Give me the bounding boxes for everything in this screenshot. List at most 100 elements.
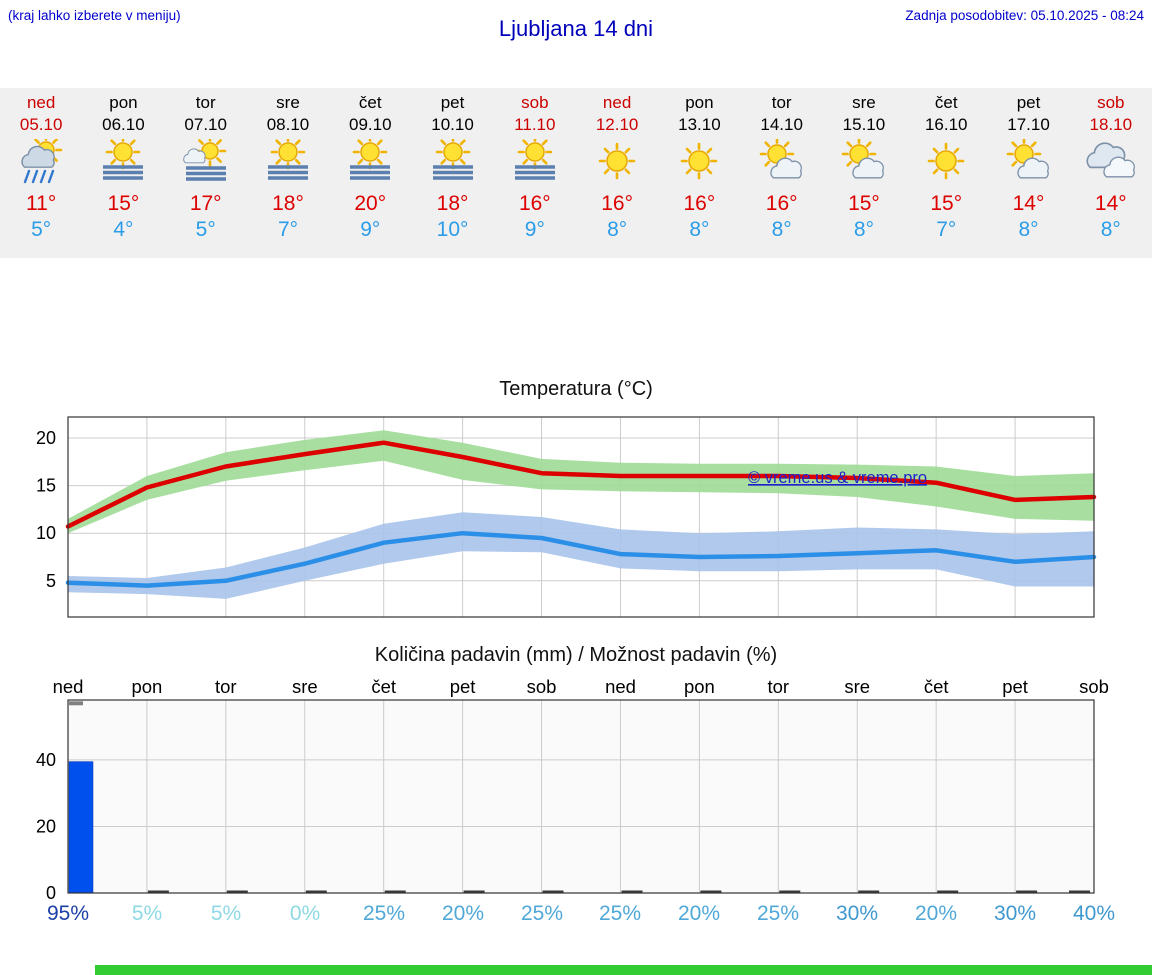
day-date-label: 17.10 xyxy=(1007,115,1050,134)
forecast-day[interactable]: tor 07.10 17° 5° xyxy=(165,88,247,258)
precip-probability-row: 95% 5% 5% 0% 25% 20% 25% 25% 20% 25% 30% 20% 30% 40% xyxy=(0,902,1152,934)
forecast-day[interactable]: sob 11.10 16° 9° xyxy=(494,88,576,258)
forecast-day[interactable]: sre 15.10 15° 8° xyxy=(823,88,905,258)
forecast-day[interactable]: čet 09.10 20° 9° xyxy=(329,88,411,258)
high-temp-label: 16° xyxy=(601,192,633,215)
low-temp-label: 5° xyxy=(31,218,52,241)
day-date-label: 14.10 xyxy=(760,115,803,134)
day-name-label: sre xyxy=(852,93,876,112)
day-date-label: 15.10 xyxy=(842,115,886,134)
svg-text:20: 20 xyxy=(36,428,56,448)
day-date-label: 18.10 xyxy=(1089,115,1133,134)
forecast-day[interactable]: pet 10.10 18° 10° xyxy=(411,88,493,258)
precip-probability: 5% xyxy=(210,902,242,925)
day-name-label: tor xyxy=(195,93,216,112)
forecast-day[interactable]: pon 06.10 15° 4° xyxy=(82,88,164,258)
day-date-label: 05.10 xyxy=(19,115,63,134)
temperature-chart-title: Temperatura (°C) xyxy=(499,378,653,400)
precip-zero-mark xyxy=(384,890,406,893)
low-temp-label: 4° xyxy=(113,218,134,241)
precip-probability: 20% xyxy=(914,902,958,925)
precip-probability: 0% xyxy=(289,902,321,925)
forecast-day[interactable]: tor 14.10 16° 8° xyxy=(741,88,823,258)
precip-probability: 30% xyxy=(993,902,1037,925)
temperature-chart: 5 10 15 20 © vreme.us & vreme.pro xyxy=(36,416,1097,618)
precip-day-label: čet xyxy=(924,676,949,697)
precip-zero-mark xyxy=(542,890,564,893)
day-date-label: 10.10 xyxy=(431,115,474,134)
precip-probability: 25% xyxy=(756,902,800,925)
precip-zero-mark xyxy=(621,890,643,893)
low-temp-label: 8° xyxy=(1100,218,1121,241)
precip-zero-mark xyxy=(1016,890,1038,893)
precip-probability: 20% xyxy=(441,902,485,925)
precip-day-label: čet xyxy=(371,676,396,697)
last-update-label: Zadnja posodobitev: 05.10.2025 - 08:24 xyxy=(905,8,1144,23)
forecast-day[interactable]: sob 18.10 14° 8° xyxy=(1070,88,1152,258)
weather-icon-sun-fog xyxy=(247,136,329,188)
day-date-label: 13.10 xyxy=(678,115,721,134)
forecast-day[interactable]: ned 05.10 11° 5° xyxy=(0,88,82,258)
high-temp-label: 17° xyxy=(189,192,222,215)
high-temp-label: 14° xyxy=(1012,192,1045,215)
day-name-label: pon xyxy=(109,93,138,112)
high-temp-label: 18° xyxy=(436,192,469,215)
forecast-day[interactable]: čet 16.10 15° 7° xyxy=(905,88,987,258)
precip-zero-mark xyxy=(1069,890,1090,893)
page-title: Ljubljana 14 dni xyxy=(498,16,654,41)
high-temp-label: 14° xyxy=(1094,192,1127,215)
forecast-strip: ned 05.10 11° 5° pon 06.10 15° 4° tor 07.1… xyxy=(0,88,1152,258)
low-temp-label: 10° xyxy=(436,218,469,241)
day-date-label: 09.10 xyxy=(348,115,392,134)
forecast-day[interactable]: sre 08.10 18° 7° xyxy=(247,88,329,258)
svg-text:0: 0 xyxy=(46,883,56,903)
precip-zero-mark xyxy=(226,890,248,893)
precip-day-label: pet xyxy=(1002,676,1028,697)
weather-icon-sun-fog xyxy=(411,136,493,188)
low-temp-label: 8° xyxy=(853,218,874,241)
precip-probability: 95% xyxy=(46,902,90,925)
forecast-day[interactable]: pon 13.10 16° 8° xyxy=(658,88,740,258)
day-date-label: 08.10 xyxy=(266,115,310,134)
forecast-day[interactable]: ned 12.10 16° 8° xyxy=(576,88,658,258)
svg-text:15: 15 xyxy=(36,476,56,496)
day-date-label: 06.10 xyxy=(102,115,145,134)
high-temp-label: 15° xyxy=(930,192,963,215)
precip-bar xyxy=(68,761,94,894)
forecast-day[interactable]: pet 17.10 14° 8° xyxy=(987,88,1069,258)
weather-icon-sun xyxy=(905,136,987,188)
svg-text:40: 40 xyxy=(36,750,56,770)
precip-zero-mark xyxy=(147,890,169,893)
precip-probability: 20% xyxy=(677,902,721,925)
weather-icon-sun xyxy=(658,136,740,188)
precip-probability: 30% xyxy=(835,902,879,925)
day-date-label: 07.10 xyxy=(184,115,227,134)
high-temp-label: 18° xyxy=(272,192,304,215)
low-temp-label: 8° xyxy=(1018,218,1039,241)
day-name-label: tor xyxy=(771,93,792,112)
day-name-label: ned xyxy=(602,93,632,112)
day-name-label: ned xyxy=(26,93,56,112)
precip-day-label: pon xyxy=(131,676,162,697)
menu-hint[interactable]: (kraj lahko izberete v meniju) xyxy=(8,8,181,23)
precip-day-label: sre xyxy=(844,676,870,697)
precip-zero-mark xyxy=(858,890,880,893)
precip-zero-mark xyxy=(779,890,801,893)
precip-day-label: sob xyxy=(1079,676,1109,697)
watermark-link[interactable]: © vreme.us & vreme.pro xyxy=(748,469,927,487)
high-temp-label: 16° xyxy=(765,192,798,215)
bottom-green-bar xyxy=(95,965,1152,975)
weather-icon-sun-fog xyxy=(329,136,411,188)
low-temp-label: 9° xyxy=(524,218,545,241)
day-name-label: sre xyxy=(276,93,300,112)
precip-day-label: sre xyxy=(292,676,318,697)
high-temp-label: 15° xyxy=(848,192,880,215)
weather-icon-sun-cloud xyxy=(987,136,1069,188)
precip-probability: 5% xyxy=(131,902,163,925)
svg-text:10: 10 xyxy=(36,523,56,543)
day-date-label: 12.10 xyxy=(595,115,639,134)
weather-icon-sun-cloud-fog xyxy=(165,136,247,188)
high-temp-label: 16° xyxy=(683,192,716,215)
weather-icon-sun-fog xyxy=(494,136,576,188)
precip-probability: 25% xyxy=(520,902,564,925)
